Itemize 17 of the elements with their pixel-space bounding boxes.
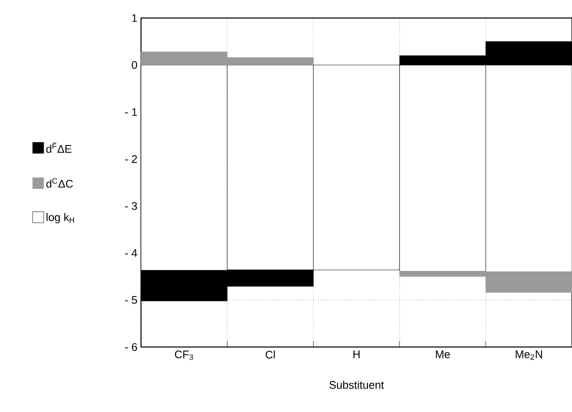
x-tick-label: Me$_{2}$N [516,350,542,360]
legend-label: d$^{C}$ΔC [46,178,73,188]
y-tick-label: 1 [132,14,137,22]
legend-label: d$^{F̄}$ΔE [46,142,72,153]
y-tick-label: - 2 [125,155,137,163]
y-tick-label: - 5 [125,296,138,304]
x-tick-label: Me [436,350,450,358]
y-tick-label: - 4 [125,249,138,257]
x-tick-label: CF$_{3}$ [174,350,193,360]
y-tick-label: - 6 [125,343,137,351]
y-tick-label: 0 [132,61,138,69]
y-tick-label: - 1 [125,108,137,116]
legend-label: log k$_{H}$ [46,213,74,224]
y-tick-label: - 3 [125,202,137,210]
x-tick-label: H [353,350,360,358]
x-axis-title: Substituent [329,380,384,389]
x-tick-label: Cl [266,350,275,359]
